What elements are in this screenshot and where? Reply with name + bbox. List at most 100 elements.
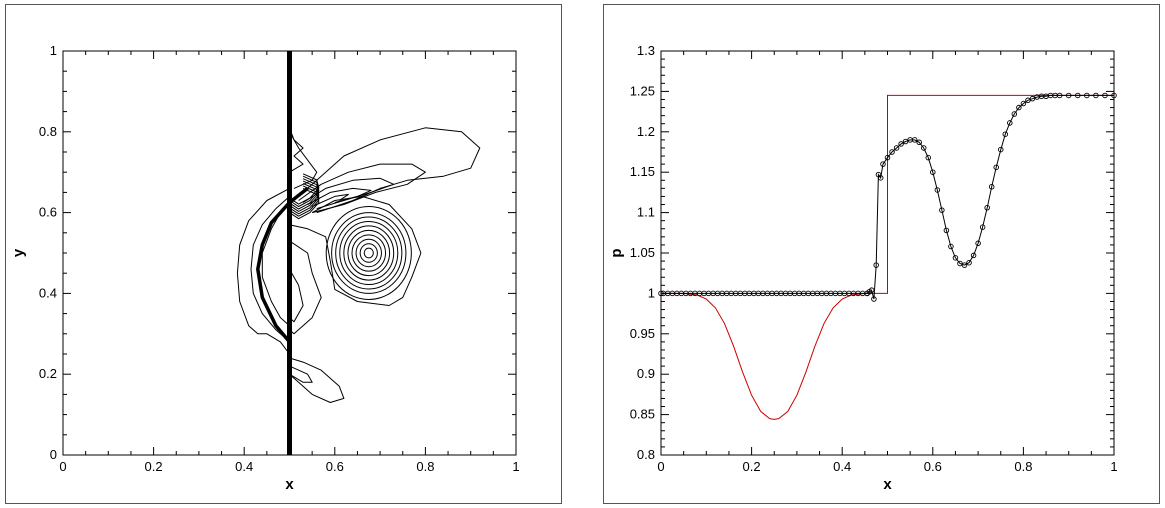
data-point-marker bbox=[943, 227, 950, 234]
data-point-marker bbox=[952, 255, 959, 261]
data-point-marker bbox=[1075, 92, 1081, 99]
contour-y-axis-title: y bbox=[10, 248, 27, 257]
vortex-contour-ring bbox=[343, 225, 395, 281]
data-point-marker bbox=[911, 137, 918, 143]
data-point-marker bbox=[884, 154, 891, 161]
data-point-marker bbox=[984, 205, 990, 211]
data-point-marker bbox=[1084, 92, 1090, 99]
contour-line bbox=[289, 240, 322, 335]
pressure-ytick-label: 0.95 bbox=[630, 326, 655, 341]
pressure-xtick-label: 0.8 bbox=[1014, 459, 1032, 474]
data-point-marker bbox=[988, 183, 995, 190]
shock-interaction-contour bbox=[289, 173, 320, 205]
contour-line bbox=[289, 131, 318, 189]
pressure-line-plot: 0 0.2 0.4 0.6 0.8 1 0.8 0.85 0.9 0.95 1 1.05 1.1 1.15… bbox=[608, 43, 1118, 493]
pressure-ytick-label: 1.15 bbox=[630, 164, 655, 179]
data-point-marker bbox=[880, 161, 886, 167]
data-point-marker bbox=[979, 224, 986, 230]
data-point-marker bbox=[930, 169, 936, 175]
contour-xtick-label: 0.6 bbox=[326, 459, 344, 474]
data-point-marker bbox=[1025, 97, 1031, 104]
pressure-ytick-label: 1.2 bbox=[637, 124, 655, 139]
data-point-marker bbox=[902, 138, 909, 145]
contour-ytick-label: 0.4 bbox=[39, 285, 57, 300]
contour-xtick-label: 1 bbox=[512, 459, 519, 474]
contour-ytick-label: 1 bbox=[50, 43, 57, 58]
vortex-contour-ring bbox=[351, 234, 387, 272]
data-point-marker bbox=[925, 154, 932, 161]
vortex-contour-ring bbox=[339, 220, 399, 286]
pressure-xtick-label: 0 bbox=[657, 459, 664, 474]
data-point-marker bbox=[998, 146, 1004, 153]
pressure-ytick-label: 1.05 bbox=[630, 245, 655, 260]
vortex-contour-ring bbox=[347, 229, 391, 277]
pressure-ytick-label: 1.1 bbox=[637, 205, 655, 220]
contour-xtick-label: 0.8 bbox=[416, 459, 434, 474]
vortex-contour-ring bbox=[355, 238, 382, 268]
pressure-xtick-label: 1 bbox=[1110, 459, 1117, 474]
data-point-marker bbox=[1093, 92, 1099, 99]
pressure-ytick-label: 0.85 bbox=[630, 407, 655, 422]
numerical-solution-line bbox=[661, 94, 1114, 300]
pressure-xtick-label: 0.2 bbox=[743, 459, 761, 474]
shock-interaction-contour bbox=[289, 183, 320, 215]
data-point-marker bbox=[889, 149, 895, 155]
data-point-marker bbox=[658, 290, 664, 297]
contour-ytick-label: 0.2 bbox=[39, 366, 57, 381]
data-point-marker bbox=[993, 164, 999, 171]
data-point-marker bbox=[934, 187, 941, 193]
vortex-contour-ring bbox=[363, 247, 374, 259]
contour-plot-panel: 0 0.2 0.4 0.6 0.8 1 0 0.2 0.4 0.6 0.8 1 x y bbox=[5, 4, 562, 504]
vortex-contour-ring bbox=[335, 216, 403, 290]
data-point-marker bbox=[873, 262, 879, 268]
data-point-marker bbox=[1011, 111, 1018, 117]
data-point-marker bbox=[1002, 131, 1009, 137]
data-point-marker bbox=[961, 262, 968, 268]
data-point-marker bbox=[1007, 120, 1013, 126]
contour-ytick-label: 0.8 bbox=[39, 124, 57, 139]
data-point-marker bbox=[975, 240, 981, 247]
contour-line bbox=[289, 357, 345, 403]
contour-x-axis-title: x bbox=[285, 476, 294, 493]
data-point-marker bbox=[1065, 92, 1072, 99]
data-point-marker bbox=[1016, 104, 1022, 111]
data-point-marker bbox=[1020, 100, 1027, 107]
shock-interaction-contour bbox=[289, 180, 320, 212]
contour-xtick-label: 0 bbox=[59, 459, 66, 474]
data-point-marker bbox=[1056, 92, 1063, 99]
data-point-marker bbox=[970, 252, 977, 259]
vortex-contour-ring bbox=[331, 212, 407, 294]
vortex-contour-ring bbox=[359, 243, 378, 263]
contour-ytick-label: 0 bbox=[50, 447, 57, 462]
pressure-xtick-label: 0.6 bbox=[924, 459, 942, 474]
data-point-marker bbox=[939, 207, 945, 213]
contour-ytick-label: 0.6 bbox=[39, 205, 57, 220]
pressure-ytick-label: 1.3 bbox=[637, 43, 655, 58]
data-point-marker bbox=[1111, 92, 1117, 99]
data-point-marker bbox=[957, 260, 963, 267]
vortex-contour-ring bbox=[325, 206, 412, 300]
contour-line bbox=[298, 163, 426, 214]
contour-line bbox=[236, 187, 290, 355]
contour-line bbox=[250, 196, 290, 343]
shock-interaction-contour bbox=[289, 185, 320, 217]
pressure-y-axis-title: p bbox=[608, 248, 625, 257]
data-point-marker bbox=[898, 141, 904, 147]
data-point-marker bbox=[877, 175, 884, 181]
pressure-ytick-label: 0.8 bbox=[637, 447, 655, 462]
data-point-marker bbox=[871, 296, 877, 302]
pressure-ytick-label: 0.9 bbox=[637, 366, 655, 381]
data-point-marker bbox=[868, 287, 875, 293]
curved-shock-front bbox=[256, 187, 309, 344]
pressure-plot-panel: 0 0.2 0.4 0.6 0.8 1 0.8 0.85 0.9 0.95 1 1.05 1.1 1.15… bbox=[603, 4, 1160, 504]
pressure-ytick-label: 1.25 bbox=[630, 83, 655, 98]
data-point-marker bbox=[920, 145, 927, 151]
pressure-ytick-label: 1 bbox=[648, 285, 655, 300]
shock-interaction-contour bbox=[289, 175, 320, 208]
contour-plot: 0 0.2 0.4 0.6 0.8 1 0 0.2 0.4 0.6 0.8 1 x y bbox=[10, 43, 520, 493]
contour-xtick-label: 0.4 bbox=[235, 459, 253, 474]
shock-interaction-contour bbox=[289, 178, 320, 210]
contour-line bbox=[289, 365, 313, 383]
data-point-marker bbox=[916, 139, 922, 146]
pressure-x-axis-title: x bbox=[883, 476, 892, 493]
